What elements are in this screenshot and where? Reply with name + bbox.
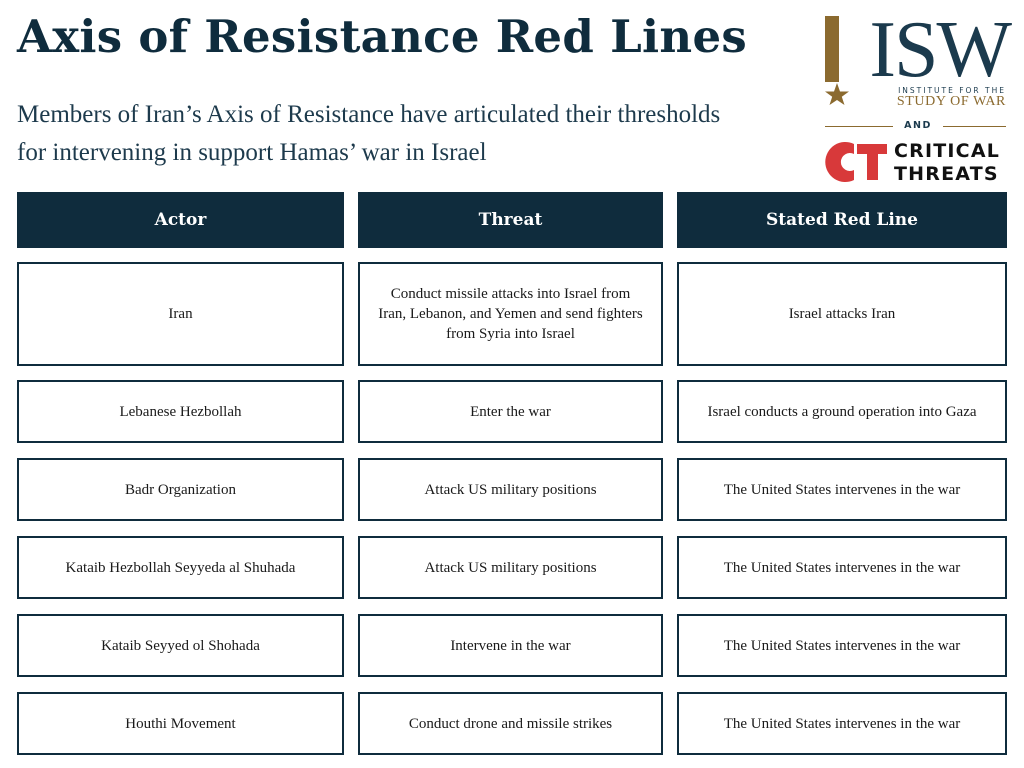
table-cell-threat: Intervene in the war: [358, 614, 663, 677]
critical-threats-logo-text: CRITICAL THREATS: [894, 140, 1010, 186]
table-cell-text: The United States intervenes in the war: [723, 715, 961, 732]
table-cell-text: Conduct missile attacks into Israel from…: [378, 286, 643, 342]
table-cell-text: Enter the war: [470, 403, 551, 420]
page-subtitle: Members of Iran’s Axis of Resistance hav…: [17, 101, 721, 166]
isw-logo-bar: [825, 16, 839, 82]
divider-left: [825, 126, 893, 127]
column-header-threat: Threat: [358, 192, 663, 248]
table-cell-text: Israel attacks Iran: [788, 306, 896, 322]
table-cell-actor: Kataib Hezbollah Seyyeda al Shuhada: [17, 536, 344, 599]
isw-logo-mark: ISW: [869, 6, 1012, 94]
table-cell-red-line: The United States intervenes in the war: [677, 536, 1007, 599]
table-cell-text: Iran: [168, 306, 193, 322]
critical-threats-line2: THREATS: [894, 163, 999, 185]
table-cell-actor: Iran: [17, 262, 344, 366]
and-connector: AND: [904, 120, 932, 131]
table-cell-text: Intervene in the war: [450, 637, 571, 654]
table-cell-red-line: The United States intervenes in the war: [677, 614, 1007, 677]
table-cell-text: Lebanese Hezbollah: [119, 403, 242, 420]
table-cell-red-line: The United States intervenes in the war: [677, 692, 1007, 755]
table-cell-text: Attack US military positions: [424, 559, 597, 576]
table-cell-threat: Conduct missile attacks into Israel from…: [358, 262, 663, 366]
table-cell-text: The United States intervenes in the war: [723, 481, 961, 498]
isw-logo-line2: STUDY OF WAR: [896, 94, 1006, 109]
critical-threats-line1: CRITICAL: [894, 140, 1001, 162]
critical-threats-logo-mark: [825, 142, 887, 182]
table-cell-threat: Attack US military positions: [358, 536, 663, 599]
table-cell-text: Attack US military positions: [424, 481, 597, 498]
table-cell-text: Conduct drone and missile strikes: [408, 715, 613, 732]
column-header-actor: Actor: [17, 192, 344, 248]
table-cell-text: Badr Organization: [125, 481, 236, 498]
table-cell-actor: Lebanese Hezbollah: [17, 380, 344, 443]
table-cell-actor: Houthi Movement: [17, 692, 344, 755]
table-cell-text: Israel conducts a ground operation into …: [707, 403, 977, 420]
table-cell-text: The United States intervenes in the war: [723, 559, 961, 576]
table-cell-text: The United States intervenes in the war: [723, 637, 961, 654]
divider-right: [943, 126, 1006, 127]
table-cell-actor: Badr Organization: [17, 458, 344, 521]
table-cell-threat: Enter the war: [358, 380, 663, 443]
star-icon: [825, 83, 849, 105]
table-cell-text: Kataib Seyyed ol Shohada: [101, 637, 260, 654]
table-cell-threat: Attack US military positions: [358, 458, 663, 521]
table-cell-text: Kataib Hezbollah Seyyeda al Shuhada: [65, 559, 296, 576]
table-cell-threat: Conduct drone and missile strikes: [358, 692, 663, 755]
table-cell-red-line: Israel attacks Iran: [677, 262, 1007, 366]
table-cell-actor: Kataib Seyyed ol Shohada: [17, 614, 344, 677]
table-cell-red-line: Israel conducts a ground operation into …: [677, 380, 1007, 443]
isw-logo-line1: INSTITUTE FOR THE: [898, 86, 1006, 95]
table-cell-red-line: The United States intervenes in the war: [677, 458, 1007, 521]
table-cell-text: Houthi Movement: [125, 715, 236, 732]
isw-logo: ISW INSTITUTE FOR THE STUDY OF WAR: [822, 6, 1012, 120]
column-header-red-line: Stated Red Line: [677, 192, 1007, 248]
page-title: Axis of Resistance Red Lines: [17, 10, 748, 63]
